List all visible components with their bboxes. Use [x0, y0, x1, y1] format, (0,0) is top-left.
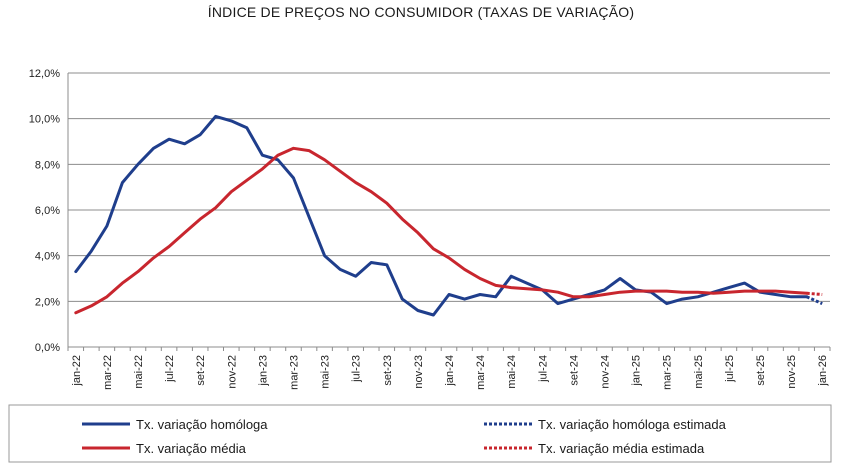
legend-box — [8, 404, 832, 463]
x-tick-label: jul-25 — [724, 355, 736, 383]
legend-entry-label: Tx. variação média estimada — [538, 441, 705, 456]
x-tick-label: jan-25 — [631, 355, 643, 387]
series-lines — [74, 114, 823, 317]
x-tick-label: nov-22 — [226, 355, 238, 389]
x-tick-label: jul-23 — [351, 355, 363, 383]
y-tick-label: 0,0% — [35, 342, 60, 354]
x-tick-label: mai-25 — [693, 355, 705, 389]
x-tick-label: mai-22 — [133, 355, 145, 389]
x-axis-tick-labels: jan-22 mar-22 mai-22 jul-22 set-22 nov-22 jan-… — [71, 355, 829, 390]
legend-entry-label: Tx. variação média — [136, 441, 247, 456]
x-tick-label: nov-23 — [413, 355, 425, 389]
x-axis — [67, 73, 831, 351]
legend-entry-label: Tx. variação homóloga — [136, 417, 268, 432]
x-tick-label: mar-24 — [475, 355, 487, 390]
y-tick-label: 2,0% — [35, 296, 60, 308]
x-tick-label: mai-23 — [320, 355, 332, 389]
legend: Tx. variação homóloga Tx. variação homólo… — [82, 417, 727, 456]
x-tick-label: nov-24 — [600, 355, 612, 389]
x-tick-label: jan-26 — [817, 355, 829, 387]
x-tick-label: jan-22 — [71, 355, 83, 387]
x-tick-label: mar-22 — [102, 355, 114, 390]
x-tick-label: jan-24 — [444, 355, 456, 387]
series-line-1 — [74, 146, 809, 315]
x-tick-label: jan-23 — [257, 355, 269, 387]
y-tick-label: 10,0% — [29, 114, 60, 126]
x-tick-label: mar-23 — [288, 355, 300, 390]
x-tick-label: mar-25 — [662, 355, 674, 390]
x-tick-label: jul-22 — [164, 355, 176, 383]
y-tick-label: 8,0% — [35, 159, 60, 171]
x-tick-label: set-23 — [382, 355, 394, 386]
x-tick-label: nov-25 — [786, 355, 798, 389]
x-tick-label: mai-24 — [506, 355, 518, 389]
x-tick-label: set-24 — [568, 355, 580, 386]
y-axis-tick-labels: 0,0% 2,0% 4,0% 6,0% 8,0% 10,0% 12,0% — [29, 68, 60, 354]
y-tick-label: 6,0% — [35, 205, 60, 217]
y-tick-label: 12,0% — [29, 68, 60, 80]
series-line-2 — [806, 295, 823, 305]
x-tick-label: set-22 — [195, 355, 207, 386]
chart-title: ÍNDICE DE PREÇOS NO CONSUMIDOR (TAXAS DE… — [208, 4, 634, 20]
x-tick-label: jul-24 — [537, 355, 549, 383]
y-tick-label: 4,0% — [35, 251, 60, 263]
series-line-0 — [74, 114, 809, 317]
legend-entry-label: Tx. variação homóloga estimada — [538, 417, 727, 432]
gridlines — [68, 72, 830, 348]
series-line-3 — [806, 291, 823, 296]
x-tick-label: set-25 — [755, 355, 767, 386]
